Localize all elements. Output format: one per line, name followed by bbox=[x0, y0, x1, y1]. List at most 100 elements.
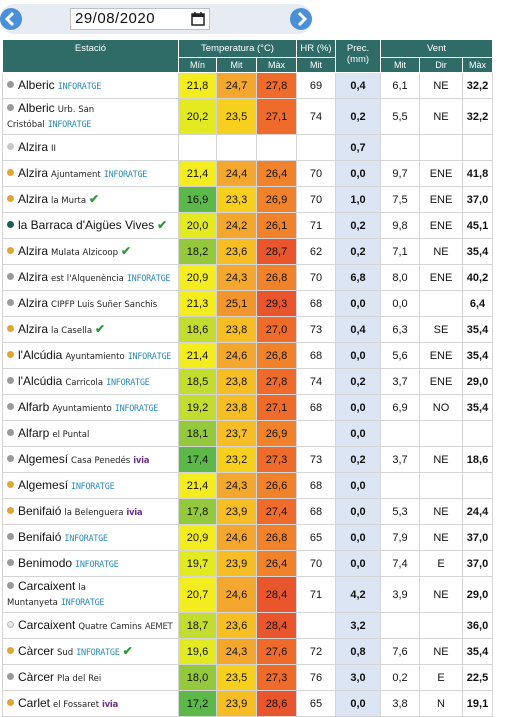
value-cell: 0,2 bbox=[335, 212, 381, 239]
station-subname: Pla del Rei bbox=[57, 673, 102, 684]
value-cell: 27,6 bbox=[256, 638, 297, 665]
value-cell bbox=[380, 472, 420, 499]
previous-day-button[interactable] bbox=[0, 8, 22, 30]
station-name: Alberic bbox=[18, 101, 55, 115]
station-row[interactable]: Càrcer Pla del Rei 18,0 23,5 27,3 76 3,0 0,2 E 22… bbox=[2, 664, 494, 691]
value-cell: 23,8 bbox=[216, 394, 257, 421]
value-cell: 23,8 bbox=[216, 316, 257, 343]
next-day-button[interactable] bbox=[290, 8, 312, 30]
value-cell: 23,7 bbox=[216, 420, 257, 447]
value-cell: 71 bbox=[296, 212, 336, 239]
header-wind: Vent bbox=[379, 39, 494, 58]
network-tag: INFORATGE bbox=[47, 120, 92, 130]
station-name: Carcaixent bbox=[18, 579, 76, 593]
value-cell: 70 bbox=[296, 550, 336, 577]
value-cell bbox=[296, 612, 336, 639]
station-name: Alberic bbox=[18, 77, 55, 92]
station-name: Benifaió bbox=[18, 503, 62, 518]
station-row[interactable]: Alzira est l'Alquenència INFORATGE 20,9 24,3… bbox=[2, 264, 494, 291]
station-cell: Alzira Ajuntament INFORATGE bbox=[2, 160, 179, 187]
value-cell: 18,6 bbox=[461, 446, 494, 473]
station-row[interactable]: Alzira Mulata Alzicoop ✔ 18,2 23,6 28,7 62 0,2 7… bbox=[2, 238, 494, 265]
value-cell: 26,4 bbox=[256, 550, 297, 577]
value-cell: 0,0 bbox=[335, 472, 381, 499]
value-cell: 70 bbox=[296, 186, 336, 213]
value-cell: 29,0 bbox=[461, 368, 494, 395]
station-row[interactable]: Alfarp el Puntal 18,1 23,7 26,9 0,0 bbox=[2, 420, 494, 447]
station-name: Càrcer bbox=[18, 643, 55, 658]
status-dot bbox=[7, 80, 14, 88]
value-cell: 24,7 bbox=[216, 72, 257, 99]
station-name: Alfarb bbox=[18, 399, 50, 414]
station-row[interactable]: Carcaixent Quatre Camins AEMET 18,7 23,6 28,4… bbox=[2, 612, 494, 639]
value-cell: 27,8 bbox=[256, 72, 297, 99]
value-cell: 24,3 bbox=[216, 638, 257, 665]
station-cell: Alzira est l'Alquenència INFORATGE bbox=[2, 264, 179, 291]
station-row[interactable]: Alzira Ajuntament INFORATGE 21,4 24,4 26,4 70 0… bbox=[2, 160, 494, 187]
station-row[interactable]: Benifaió la Belenguera ivia 17,8 23,9 27,4 68 0… bbox=[2, 498, 494, 525]
station-row[interactable]: Benimodo INFORATGE 19,7 23,9 26,4 70 0,0 7,4 E 37… bbox=[2, 550, 494, 577]
value-cell: 29,0 bbox=[461, 576, 494, 613]
station-cell: Carlet el Fossaret ivia bbox=[2, 690, 179, 717]
station-row[interactable]: Alzira CIPFP Luis Suñer Sanchis 21,3 25,1 29… bbox=[2, 290, 494, 317]
verified-check: ✔ bbox=[157, 218, 168, 232]
station-row[interactable]: Algemesí Casa Penedés ivia 17,4 23,2 27,3 73 0,… bbox=[2, 446, 494, 473]
value-cell: NE bbox=[419, 238, 463, 265]
station-subname: Urb. San Cristóbal bbox=[7, 105, 95, 130]
value-cell: 68 bbox=[296, 290, 336, 317]
value-cell: 62 bbox=[296, 238, 336, 265]
value-cell: 21,4 bbox=[178, 160, 217, 187]
station-row[interactable]: Alfarb Ayuntamiento INFORATGE 19,2 23,8 27,1 6… bbox=[2, 394, 494, 421]
station-row[interactable]: Alberic INFORATGE 21,8 24,7 27,8 69 0,4 6,1 NE 32… bbox=[2, 72, 494, 99]
value-cell: 18,7 bbox=[178, 612, 217, 639]
value-cell: 35,4 bbox=[461, 316, 494, 343]
value-cell: NE bbox=[419, 638, 463, 665]
value-cell: 18,6 bbox=[178, 316, 217, 343]
date-input[interactable]: 29/08/2020 bbox=[70, 8, 210, 30]
value-cell: 0,0 bbox=[335, 342, 381, 369]
station-row[interactable]: Càrcer Sud INFORATGE ✔ 19,6 24,3 27,6 72 0,8 7,6 N… bbox=[2, 638, 494, 665]
value-cell bbox=[256, 134, 297, 161]
value-cell: 0,4 bbox=[335, 72, 381, 99]
station-row[interactable]: Alzira la Casella ✔ 18,6 23,8 27,0 73 0,4 6,3 SE 3… bbox=[2, 316, 494, 343]
value-cell: 40,2 bbox=[461, 264, 494, 291]
calendar-icon[interactable] bbox=[191, 12, 205, 26]
station-row[interactable]: Alberic Urb. San Cristóbal INFORATGE 20,2 23… bbox=[2, 98, 494, 135]
station-row[interactable]: Alzira II 0,7 bbox=[2, 134, 494, 161]
subheader: Mit bbox=[296, 57, 336, 73]
station-row[interactable]: Algemesí INFORATGE 21,4 24,3 26,6 68 0,0 bbox=[2, 472, 494, 499]
value-cell: 24,6 bbox=[216, 576, 257, 613]
value-cell bbox=[380, 420, 420, 447]
value-cell: 23,5 bbox=[216, 98, 257, 135]
status-dot bbox=[7, 324, 14, 332]
station-row[interactable]: Carcaixent la Muntanyeta INFORATGE 20,7 24,6… bbox=[2, 576, 494, 613]
value-cell: 37,0 bbox=[461, 186, 494, 213]
value-cell: 4,2 bbox=[335, 576, 381, 613]
value-cell: 9,8 bbox=[380, 212, 420, 239]
value-cell: 26,9 bbox=[256, 186, 297, 213]
value-cell: 23,3 bbox=[216, 186, 257, 213]
value-cell: 23,9 bbox=[216, 498, 257, 525]
value-cell: 3,9 bbox=[380, 576, 420, 613]
network-tag: INFORATGE bbox=[103, 169, 148, 180]
value-cell: 0,0 bbox=[335, 160, 381, 187]
station-name: Benimodo bbox=[18, 555, 73, 570]
value-cell: 26,8 bbox=[256, 524, 297, 551]
network-tag: ivia bbox=[126, 507, 143, 518]
station-row[interactable]: Benifaió INFORATGE 20,9 24,6 26,8 65 0,0 7,9 NE 3… bbox=[2, 524, 494, 551]
station-row[interactable]: Alzira la Murta ✔ 16,9 23,3 26,9 70 1,0 7,5 ENE 37… bbox=[2, 186, 494, 213]
value-cell bbox=[296, 420, 336, 447]
station-row[interactable]: Carlet el Fossaret ivia 17,2 23,9 28,6 65 0,0 3,… bbox=[2, 690, 494, 717]
value-cell: 6,9 bbox=[380, 394, 420, 421]
station-row[interactable]: l'Alcúdia Ayuntamiento INFORATGE 21,4 24,6 26… bbox=[2, 342, 494, 369]
station-row[interactable]: la Barraca d'Aigües Vives ✔ 20,0 24,2 26,1 71… bbox=[2, 212, 494, 239]
station-subname: la Murta bbox=[51, 195, 87, 206]
value-cell: 26,8 bbox=[256, 342, 297, 369]
station-subname: Carricola bbox=[65, 377, 104, 388]
station-row[interactable]: l'Alcúdia Carricola INFORATGE 18,5 23,8 27,8 7… bbox=[2, 368, 494, 395]
value-cell: 0,2 bbox=[335, 368, 381, 395]
value-cell: 28,7 bbox=[256, 238, 297, 265]
value-cell: 19,2 bbox=[178, 394, 217, 421]
station-cell: Alzira CIPFP Luis Suñer Sanchis bbox=[2, 290, 179, 317]
station-subname: Ajuntament bbox=[51, 169, 101, 180]
